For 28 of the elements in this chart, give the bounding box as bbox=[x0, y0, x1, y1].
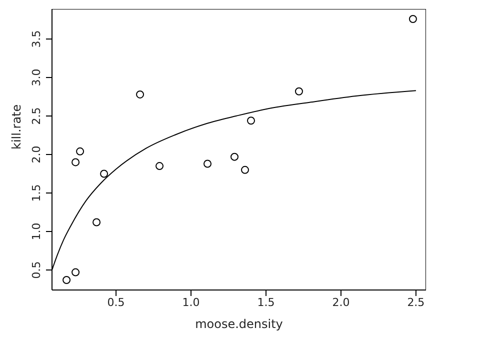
y-tick-label: 1.0 bbox=[30, 222, 43, 240]
y-tick-label: 3.5 bbox=[30, 30, 43, 48]
y-tick-label: 0.5 bbox=[30, 261, 43, 279]
point bbox=[100, 170, 108, 178]
point bbox=[72, 158, 80, 166]
point bbox=[76, 147, 84, 156]
point bbox=[230, 152, 238, 161]
x-tick-label: 2.0 bbox=[332, 296, 350, 309]
y-tick-label: 1.5 bbox=[30, 184, 43, 202]
x-tick-label: 0.5 bbox=[107, 296, 125, 309]
point bbox=[62, 276, 71, 284]
point bbox=[204, 160, 212, 168]
x-tick-label: 1.0 bbox=[182, 296, 200, 309]
point bbox=[408, 15, 417, 24]
y-tick-label: 2.0 bbox=[30, 146, 43, 164]
point bbox=[92, 218, 101, 226]
y-axis-title: kill.rate bbox=[9, 104, 24, 150]
y-tick-label: 2.5 bbox=[30, 107, 43, 125]
x-axis-title: moose.density bbox=[195, 317, 283, 331]
y-tick-label: 3.0 bbox=[30, 68, 43, 86]
point bbox=[294, 87, 303, 96]
x-tick-label: 1.5 bbox=[257, 296, 275, 309]
point bbox=[246, 116, 255, 125]
point bbox=[72, 268, 80, 276]
point bbox=[241, 166, 249, 174]
point bbox=[156, 162, 164, 170]
point bbox=[136, 90, 144, 98]
x-tick-label: 2.5 bbox=[407, 296, 425, 309]
